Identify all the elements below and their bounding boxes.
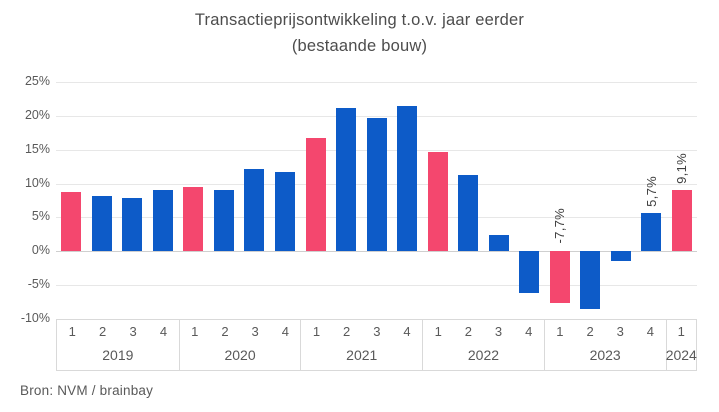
chart-title: Transactieprijsontwikkeling t.o.v. jaar … bbox=[194, 11, 525, 29]
x-quarter-label: 1 bbox=[68, 324, 76, 340]
x-quarter-label: 4 bbox=[159, 324, 168, 340]
bar-2020-q3 bbox=[244, 169, 265, 252]
x-year-group-2024: 1 2024 bbox=[665, 320, 697, 370]
x-year-label: 2020 bbox=[224, 347, 256, 364]
x-quarter-label: 3 bbox=[373, 324, 381, 340]
x-quarter-label: 3 bbox=[494, 324, 503, 340]
bar-value-label: 5,7% bbox=[643, 175, 659, 207]
bar-2021-q2 bbox=[336, 108, 356, 252]
source-caption: Bron: NVM / brainbay bbox=[20, 383, 154, 398]
x-year-label: 2021 bbox=[346, 347, 378, 364]
bar-2020-q2 bbox=[213, 189, 234, 252]
x-year-label: 2023 bbox=[589, 347, 621, 364]
quarter-row: 1 2 3 4 bbox=[423, 320, 544, 344]
gridline bbox=[56, 115, 697, 117]
x-quarter-label: 3 bbox=[129, 324, 137, 340]
bar-2022-q2 bbox=[458, 174, 479, 252]
x-year-label: 2024 bbox=[665, 347, 697, 364]
x-quarter-label: 1 bbox=[312, 324, 321, 340]
y-tick-label: -10% bbox=[20, 311, 50, 325]
x-year-group-2020: 1 2 3 4 2020 bbox=[178, 320, 301, 370]
x-quarter-label: 2 bbox=[343, 324, 351, 340]
x-quarter-label: 4 bbox=[403, 324, 411, 340]
x-quarter-label: 3 bbox=[616, 324, 624, 340]
y-tick-label: 25% bbox=[24, 74, 50, 88]
x-quarter-label: 3 bbox=[251, 324, 259, 340]
chart-title-block: Transactieprijsontwikkeling t.o.v. jaar … bbox=[0, 8, 719, 59]
bar-value-label: 9,1% bbox=[674, 152, 690, 184]
quarter-row: 1 2 3 4 bbox=[545, 320, 666, 344]
bar-2023-q3 bbox=[610, 251, 631, 261]
bar-2021-q4 bbox=[397, 106, 417, 252]
quarter-row: 1 2 3 4 bbox=[57, 320, 179, 344]
x-quarter-label: 1 bbox=[556, 324, 564, 340]
bar-2022-q4 bbox=[519, 251, 540, 293]
bar-2019-q3 bbox=[122, 197, 143, 252]
x-quarter-label: 1 bbox=[434, 324, 442, 340]
bar-2019-q4 bbox=[152, 189, 173, 252]
x-quarter-label: 2 bbox=[221, 324, 229, 340]
bar-value-label: -7,7% bbox=[552, 207, 568, 244]
x-quarter-label: 1 bbox=[677, 324, 685, 340]
x-quarter-label: 4 bbox=[281, 324, 289, 340]
x-year-group-2023: 1 2 3 4 2023 bbox=[543, 320, 666, 370]
y-tick-label: 10% bbox=[24, 175, 50, 190]
bar-2022-q3 bbox=[488, 235, 509, 252]
chart-subtitle: (bestaande bouw) bbox=[291, 36, 428, 55]
x-year-label: 2022 bbox=[467, 347, 500, 364]
y-tick-label: -5% bbox=[27, 277, 50, 292]
x-year-group-2022: 1 2 3 4 2022 bbox=[422, 320, 544, 370]
bar-2024-q1 bbox=[671, 189, 692, 252]
bar-2021-q1 bbox=[305, 137, 326, 252]
bar-value-label-wrap: 5,7% bbox=[636, 137, 667, 207]
quarter-row: 1 bbox=[667, 320, 697, 344]
zero-gridline bbox=[56, 251, 697, 253]
x-year-label: 2019 bbox=[102, 347, 134, 364]
y-tick-label: 5% bbox=[31, 209, 50, 224]
x-quarter-label: 2 bbox=[586, 324, 594, 340]
gridline bbox=[56, 82, 697, 83]
x-axis: 1 2 3 4 2019 1 2 3 4 2020 1 2 3 4 2021 1 2 3 4 2022 1 2 3 4 2023… bbox=[56, 319, 697, 371]
bar-2020-q1 bbox=[183, 187, 204, 252]
x-quarter-label: 2 bbox=[464, 324, 472, 340]
bar-2023-q2 bbox=[580, 251, 601, 309]
x-year-group-2019: 1 2 3 4 2019 bbox=[57, 320, 179, 370]
gridline bbox=[56, 285, 697, 287]
plot-area: -7,7% 5,7% 9,1% bbox=[56, 82, 697, 319]
quarter-row: 1 2 3 4 bbox=[180, 320, 301, 344]
x-year-group-2021: 1 2 3 4 2021 bbox=[300, 320, 422, 370]
x-quarter-label: 2 bbox=[99, 324, 107, 340]
bar-2023-q4 bbox=[641, 212, 662, 252]
x-quarter-label: 4 bbox=[525, 324, 533, 340]
y-tick-label: 0% bbox=[31, 243, 50, 258]
bar-2020-q4 bbox=[274, 172, 295, 252]
bar-2019-q2 bbox=[91, 196, 112, 252]
bar-2022-q1 bbox=[427, 152, 448, 252]
y-tick-label: 20% bbox=[24, 107, 50, 122]
x-quarter-label: 1 bbox=[191, 324, 199, 340]
bar-2023-q1 bbox=[549, 251, 570, 304]
bar-2019-q1 bbox=[61, 191, 82, 252]
y-tick-label: 15% bbox=[24, 141, 50, 156]
quarter-row: 1 2 3 4 bbox=[301, 320, 422, 344]
bar-2021-q3 bbox=[366, 117, 387, 252]
x-quarter-label: 4 bbox=[646, 324, 655, 340]
